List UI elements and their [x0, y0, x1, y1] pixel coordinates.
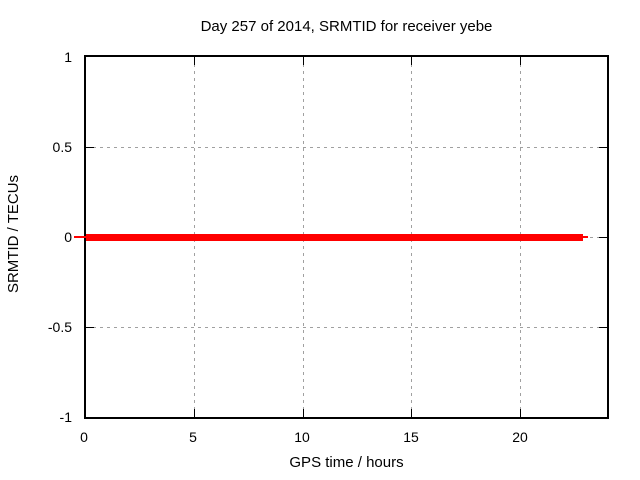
top-tick-20	[520, 57, 521, 65]
x-axis-label: GPS time / hours	[289, 454, 404, 471]
x-tick-label-0: 0	[80, 429, 88, 445]
x-tick-label-20: 20	[512, 429, 528, 445]
plot-area	[74, 55, 609, 419]
chart-title: Day 257 of 2014, SRMTID for receiver yeb…	[200, 18, 493, 35]
left-tick-m0p5	[86, 327, 94, 328]
y-tick-label-m1: -1	[59, 409, 72, 425]
y-tick-label-0p5: 0.5	[52, 139, 72, 155]
bottom-tick-5	[194, 409, 195, 417]
bottom-tick-15	[411, 409, 412, 417]
y-axis-label: SRMTID / TECUs	[5, 174, 22, 294]
y-tick-label-m0p5: -0.5	[47, 319, 72, 335]
data-line-srmtid	[86, 234, 583, 241]
gridline-y-0p5	[86, 147, 607, 148]
left-tick-0p5	[86, 147, 94, 148]
right-tick-0p5	[599, 147, 607, 148]
x-tick-label-10: 10	[294, 429, 310, 445]
y-tick-label-0: 0	[64, 229, 72, 245]
right-tick-0	[599, 237, 607, 238]
top-tick-15	[411, 57, 412, 65]
gridline-y-m0p5	[86, 327, 607, 328]
right-tick-m0p5	[599, 327, 607, 328]
x-tick-label-5: 5	[189, 429, 197, 445]
bottom-tick-20	[520, 409, 521, 417]
top-tick-10	[303, 57, 304, 65]
top-tick-5	[194, 57, 195, 65]
x-tick-label-15: 15	[403, 429, 419, 445]
y-tick-label-1: 1	[64, 49, 72, 65]
bottom-tick-10	[303, 409, 304, 417]
